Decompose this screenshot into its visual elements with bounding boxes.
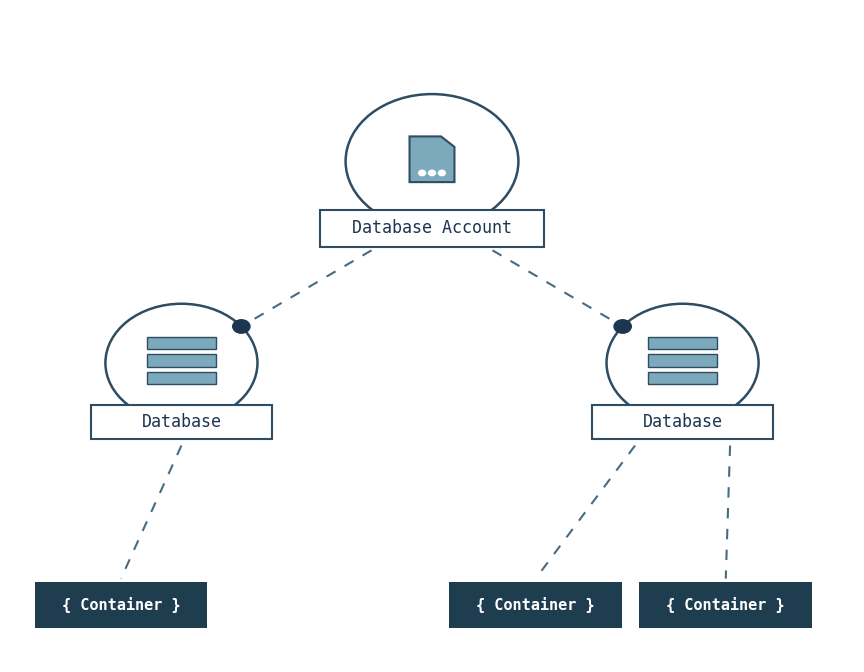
FancyBboxPatch shape <box>35 582 207 628</box>
FancyBboxPatch shape <box>147 354 216 367</box>
Circle shape <box>419 170 426 175</box>
Text: { Container }: { Container } <box>476 597 595 613</box>
Text: { Container }: { Container } <box>666 597 785 613</box>
FancyBboxPatch shape <box>147 337 216 349</box>
Circle shape <box>614 320 632 333</box>
Text: Database: Database <box>643 413 722 431</box>
Circle shape <box>607 304 759 422</box>
Circle shape <box>346 94 518 228</box>
Text: { Container }: { Container } <box>61 597 181 613</box>
FancyBboxPatch shape <box>648 372 717 384</box>
FancyBboxPatch shape <box>648 354 717 367</box>
FancyBboxPatch shape <box>449 582 622 628</box>
FancyBboxPatch shape <box>91 405 272 439</box>
Text: Database Account: Database Account <box>352 220 512 237</box>
Polygon shape <box>410 136 454 182</box>
FancyBboxPatch shape <box>320 210 544 247</box>
FancyBboxPatch shape <box>639 582 812 628</box>
Text: Database: Database <box>142 413 221 431</box>
Circle shape <box>232 320 250 333</box>
Circle shape <box>429 170 435 175</box>
FancyBboxPatch shape <box>648 337 717 349</box>
FancyBboxPatch shape <box>592 405 773 439</box>
Circle shape <box>438 170 445 175</box>
FancyBboxPatch shape <box>147 372 216 384</box>
Circle shape <box>105 304 257 422</box>
